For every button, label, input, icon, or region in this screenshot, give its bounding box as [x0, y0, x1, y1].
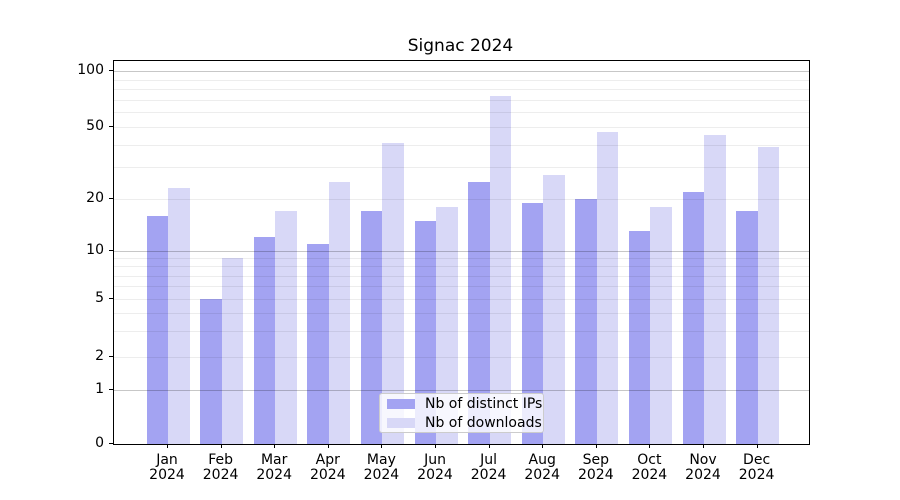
x-tick-mark	[167, 444, 168, 448]
x-tick-month: Apr	[315, 452, 340, 468]
x-tick-label: Oct 2024	[617, 453, 681, 483]
y-tick-mark	[109, 389, 113, 390]
y-tick-mark	[109, 198, 113, 199]
x-tick-mark	[703, 444, 704, 448]
x-tick-month: Nov	[689, 452, 717, 468]
x-tick-label: Jul 2024	[457, 453, 521, 483]
y-tick-mark	[109, 443, 113, 444]
legend-row-downloads: Nb of downloads	[380, 415, 543, 431]
x-tick-year: 2024	[470, 467, 507, 483]
bar-distinct-ips-mar	[253, 237, 276, 444]
x-tick-year: 2024	[363, 467, 400, 483]
y-tick-label: 100	[77, 61, 104, 78]
x-tick-month: Oct	[637, 452, 662, 468]
bar-distinct-ips-apr	[307, 243, 329, 444]
bar-downloads-dec	[757, 146, 780, 444]
x-tick-month: May	[366, 452, 396, 468]
x-tick-month: Mar	[260, 452, 288, 468]
y-tick-mark	[109, 250, 113, 251]
x-tick-mark	[274, 444, 276, 448]
bar-distinct-ips-aug	[521, 202, 544, 444]
y-tick-label: 0	[95, 434, 104, 451]
bar-downloads-sep	[596, 131, 619, 444]
bar-downloads-jun	[436, 206, 458, 444]
x-tick-year: 2024	[256, 467, 292, 483]
y-tick-label: 20	[86, 189, 104, 206]
x-tick-mark	[327, 444, 329, 448]
y-tick-label: 5	[95, 289, 104, 306]
x-tick-label: Feb 2024	[189, 453, 253, 483]
y-tick-label: 50	[86, 117, 104, 134]
legend: Nb of distinct IPs Nb of downloads	[379, 393, 544, 433]
legend-swatch-distinct-ips	[387, 398, 415, 409]
y-tick-label: 10	[86, 241, 104, 258]
y-tick-mark	[109, 356, 113, 358]
x-tick-year: 2024	[577, 467, 614, 483]
x-tick-label: Dec 2024	[725, 453, 789, 483]
x-tick-label: Jun 2024	[403, 453, 467, 483]
bar-downloads-aug	[543, 175, 565, 444]
x-tick-year: 2024	[524, 467, 560, 483]
y-tick-mark	[109, 126, 113, 127]
x-tick-label: Apr 2024	[296, 453, 360, 483]
y-tick-label: 2	[95, 347, 104, 364]
x-tick-label: Aug 2024	[510, 453, 574, 483]
x-tick-month: Jul	[480, 452, 498, 468]
x-tick-month: Dec	[743, 452, 771, 468]
y-tick-mark	[109, 70, 113, 71]
bar-distinct-ips-dec	[736, 211, 758, 444]
bar-distinct-ips-jul	[468, 181, 490, 444]
x-tick-mark	[649, 444, 651, 448]
x-tick-mark	[595, 444, 597, 448]
x-tick-month: Aug	[528, 452, 556, 468]
bar-downloads-nov	[704, 135, 726, 444]
x-tick-year: 2024	[738, 467, 775, 483]
x-tick-mark	[756, 444, 758, 448]
y-tick-label: 1	[95, 380, 104, 397]
x-tick-month: Feb	[208, 452, 233, 468]
legend-row-distinct-ips: Nb of distinct IPs	[380, 396, 543, 412]
bar-downloads-jan	[168, 188, 190, 444]
bar-distinct-ips-jan	[146, 215, 168, 444]
x-tick-year: 2024	[631, 467, 668, 483]
legend-swatch-downloads	[387, 417, 415, 428]
x-tick-label: Sep 2024	[564, 453, 628, 483]
x-tick-mark	[220, 444, 222, 448]
bar-downloads-oct	[650, 206, 672, 444]
x-tick-year: 2024	[417, 467, 453, 483]
bar-downloads-jul	[489, 96, 512, 444]
x-tick-year: 2024	[149, 467, 185, 483]
x-tick-year: 2024	[202, 467, 239, 483]
x-tick-mark	[488, 444, 490, 448]
legend-label-distinct-ips: Nb of distinct IPs	[425, 395, 543, 412]
bar-downloads-may	[382, 142, 404, 444]
x-tick-month: Jun	[424, 452, 446, 468]
bar-distinct-ips-may	[360, 211, 383, 444]
bar-distinct-ips-jun	[414, 220, 436, 444]
bar-downloads-feb	[221, 258, 244, 444]
bar-downloads-mar	[275, 211, 297, 444]
bar-distinct-ips-oct	[628, 231, 651, 444]
chart-title: Signac 2024	[407, 36, 514, 56]
bars-layer	[114, 61, 809, 444]
x-tick-year: 2024	[309, 467, 346, 483]
x-tick-mark	[381, 444, 383, 448]
bar-distinct-ips-sep	[575, 199, 597, 444]
plot-area	[113, 60, 810, 445]
x-tick-month: Sep	[582, 452, 609, 468]
x-tick-label: Jan 2024	[135, 453, 199, 483]
y-tick-mark	[109, 298, 113, 299]
x-tick-label: Nov 2024	[671, 453, 735, 483]
bar-downloads-apr	[328, 181, 351, 444]
x-tick-year: 2024	[685, 467, 721, 483]
x-tick-month: Jan	[156, 452, 178, 468]
bar-distinct-ips-feb	[200, 299, 222, 444]
x-tick-label: May 2024	[349, 453, 413, 483]
legend-label-downloads: Nb of downloads	[425, 414, 542, 431]
x-tick-mark	[542, 444, 544, 448]
x-tick-mark	[435, 444, 436, 448]
x-tick-label: Mar 2024	[242, 453, 306, 483]
bar-distinct-ips-nov	[682, 191, 704, 444]
